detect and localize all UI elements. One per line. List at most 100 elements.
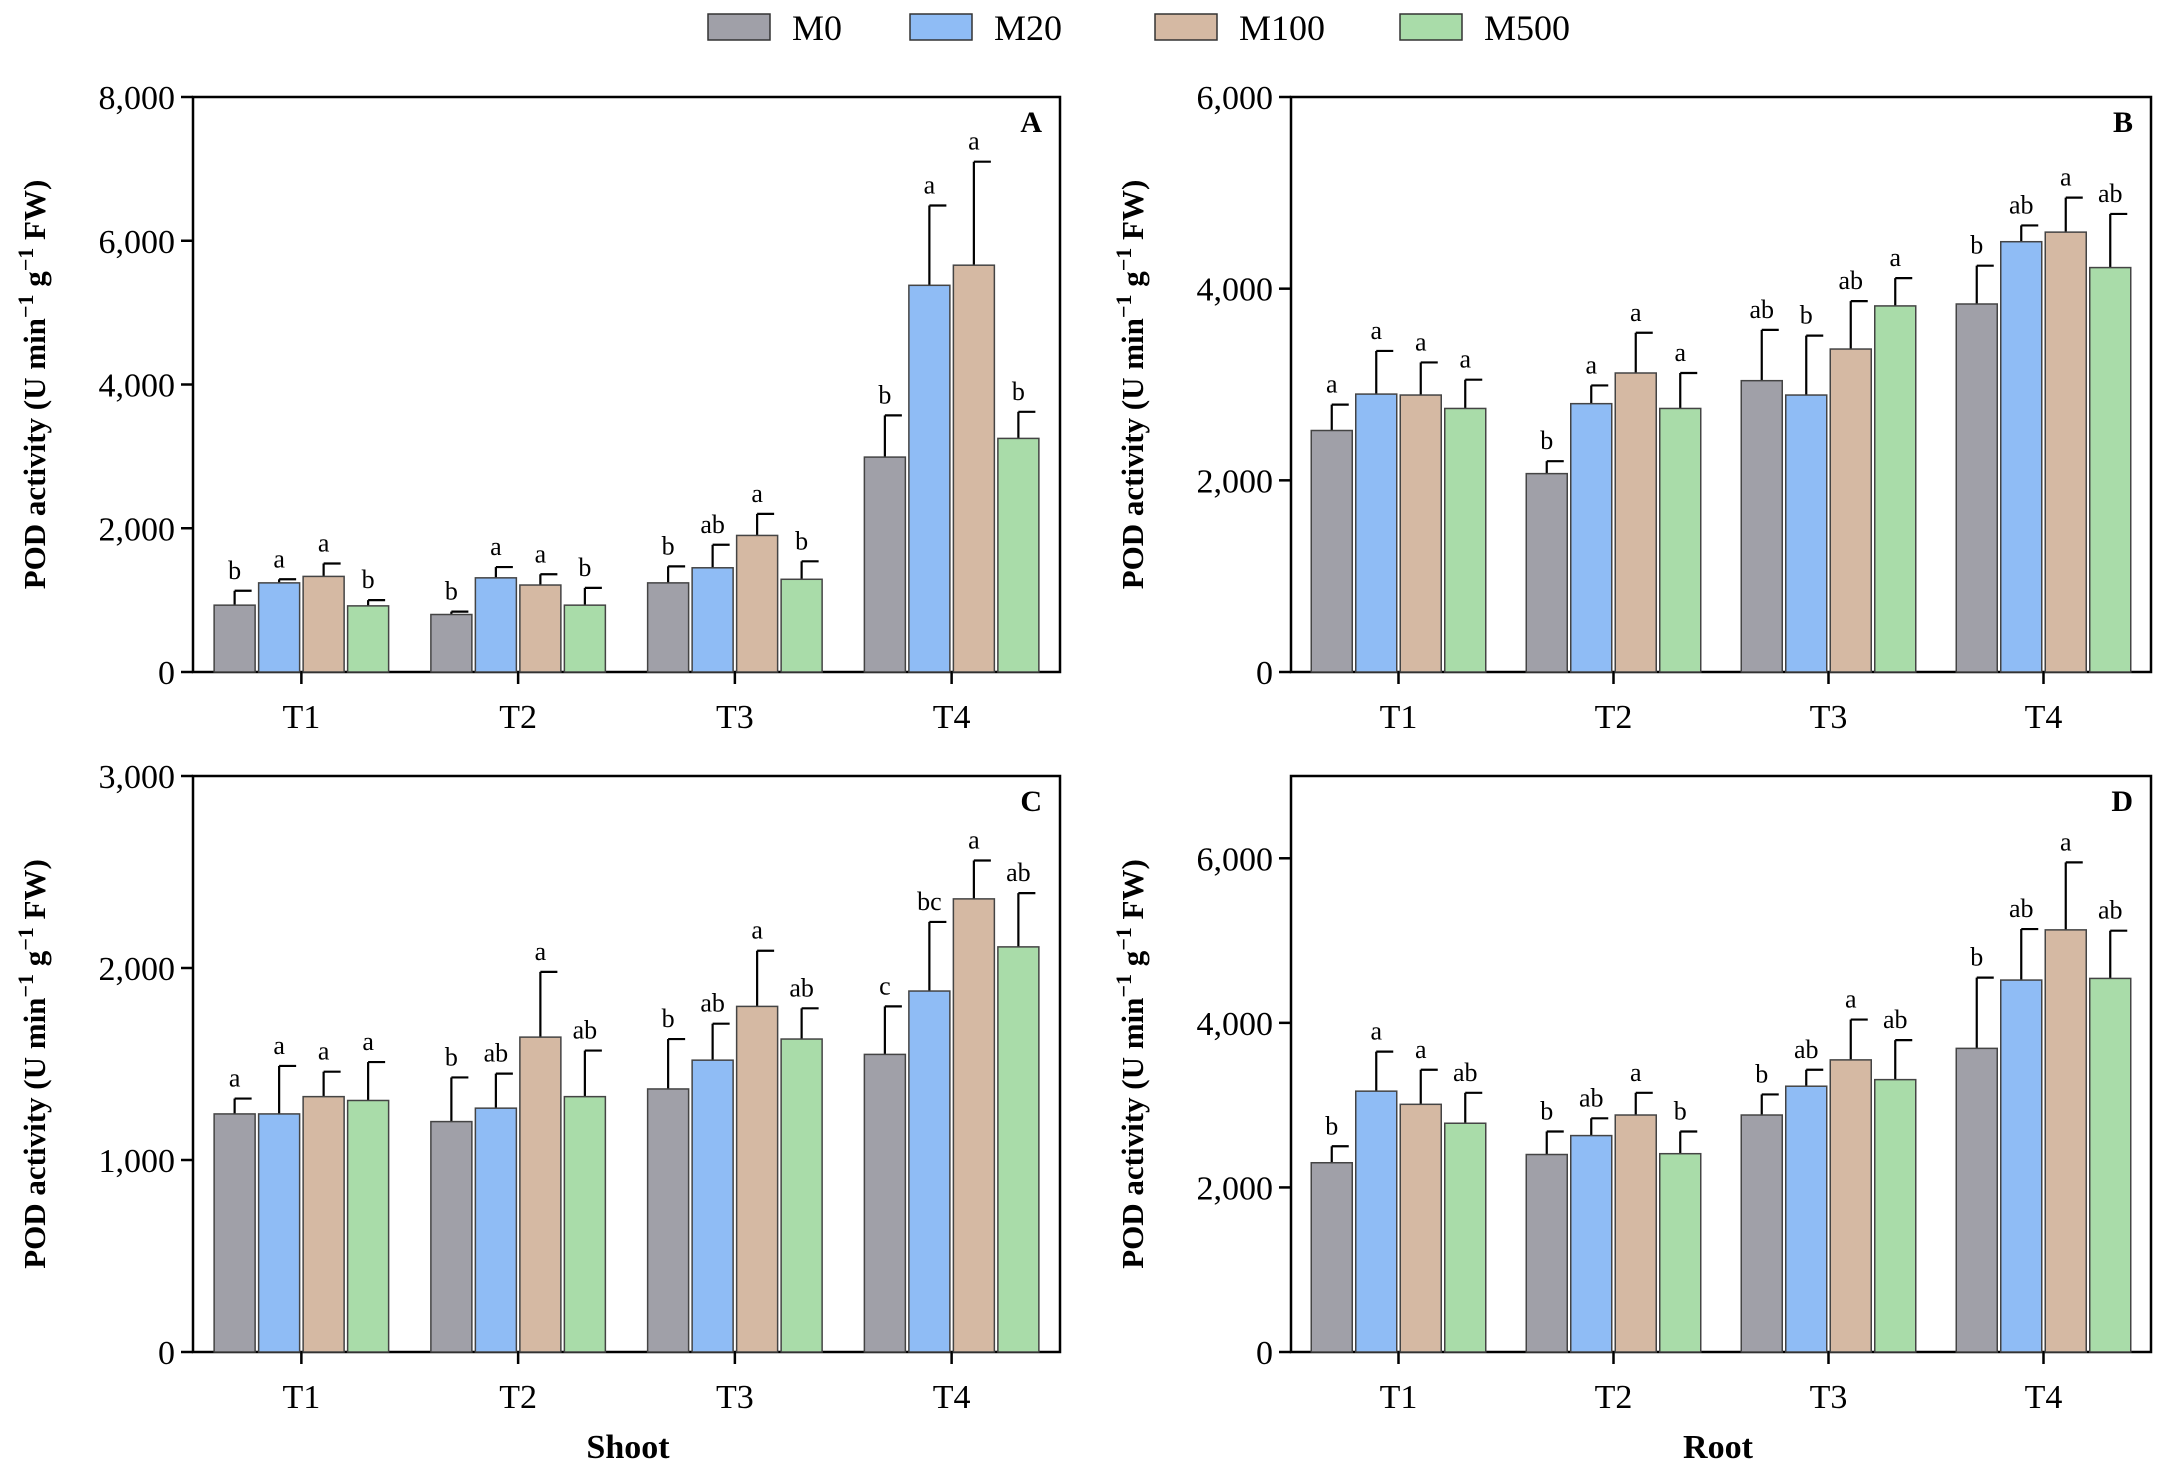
panel-b-ytick-label: 4,000 xyxy=(1197,272,1274,309)
panel-b-ytick-label: 0 xyxy=(1256,655,1273,692)
bar-d-t1-m500 xyxy=(1444,1122,1487,1353)
panel-a-ytick-label: 6,000 xyxy=(99,224,176,261)
sig-letter-b-t3-m0: ab xyxy=(1749,295,1774,324)
bar-d-t3-m20 xyxy=(1785,1085,1828,1353)
panel-a-ylabel-part: FW) xyxy=(17,180,52,248)
panel-c-ylabel-part: −1 xyxy=(13,974,38,998)
panel-a-xtick-label: T4 xyxy=(933,699,971,736)
bar-d-t1-m20 xyxy=(1355,1090,1398,1353)
sig-letter-d-t1-m500: ab xyxy=(1453,1058,1478,1087)
section-label-shoot: Shoot xyxy=(586,1429,670,1466)
bar-a-t4-m100 xyxy=(952,264,996,673)
bar-c-t1-m20 xyxy=(257,1113,301,1353)
sig-letter-c-t4-m20: bc xyxy=(917,887,942,916)
panel-b-ylabel: POD activity (U min−1 g−1 FW) xyxy=(1111,180,1150,590)
panel-b-xtick-label: T3 xyxy=(1810,699,1848,736)
bar-b-t1-m0 xyxy=(1310,429,1353,673)
bar-c-t2-m500 xyxy=(563,1095,607,1353)
bar-a-t2-m0 xyxy=(430,613,473,673)
bar-c-t1-m500 xyxy=(346,1099,390,1353)
sig-letter-d-t4-m100: a xyxy=(2060,827,2072,856)
panel-b-ylabel-part: −1 xyxy=(1111,248,1136,272)
panel-b-ytick-label: 2,000 xyxy=(1197,463,1274,500)
sig-letter-b-t3-m100: ab xyxy=(1838,266,1863,295)
sig-letter-d-t3-m100: a xyxy=(1845,985,1857,1014)
bar-c-t1-m100 xyxy=(302,1095,345,1353)
sig-letter-b-t1-m20: a xyxy=(1370,316,1382,345)
bar-d-t2-m500 xyxy=(1659,1152,1702,1353)
panel-a-xtick-label: T1 xyxy=(282,699,320,736)
bar-b-t1-m20 xyxy=(1355,393,1398,673)
sig-letter-b-t2-m500: a xyxy=(1674,338,1686,367)
panel-b-xtick-label: T4 xyxy=(2025,699,2063,736)
panel-c-xtick-label: T2 xyxy=(499,1379,537,1416)
legend-swatch-m20 xyxy=(909,13,973,41)
legend-swatch-m100 xyxy=(1154,13,1218,41)
sig-letter-c-t2-m500: ab xyxy=(573,1016,598,1045)
bar-d-t2-m20 xyxy=(1570,1134,1613,1353)
panel-b-ylabel-part: FW) xyxy=(1115,180,1150,248)
panel-d-ytick-label: 0 xyxy=(1256,1335,1273,1372)
bar-a-t3-m0 xyxy=(646,582,690,673)
panel-c-ytick-label: 0 xyxy=(158,1335,175,1372)
bar-b-t4-m20 xyxy=(2000,240,2043,673)
sig-letter-b-t4-m500: ab xyxy=(2098,179,2123,208)
sig-letter-b-t1-m100: a xyxy=(1415,327,1427,356)
sig-letter-a-t2-m0: b xyxy=(445,577,458,606)
bar-a-t3-m20 xyxy=(691,567,734,673)
sig-letter-a-t1-m500: b xyxy=(362,565,375,594)
sig-letter-b-t2-m20: a xyxy=(1585,350,1597,379)
bar-a-t2-m100 xyxy=(519,584,562,673)
bar-d-t2-m0 xyxy=(1525,1153,1568,1353)
panel-c-letter: C xyxy=(1020,785,1042,818)
bar-b-t2-m20 xyxy=(1570,402,1613,673)
section-label-root: Root xyxy=(1683,1429,1754,1466)
sig-letter-a-t4-m0: b xyxy=(878,380,891,409)
bar-a-t4-m500 xyxy=(997,437,1040,673)
sig-letter-a-t3-m100: a xyxy=(751,479,763,508)
panel-a-ytick-label: 4,000 xyxy=(99,368,176,405)
panel-b-ytick-label: 6,000 xyxy=(1197,80,1274,117)
panel-b-letter: B xyxy=(2113,106,2133,139)
sig-letter-c-t1-m500: a xyxy=(362,1027,374,1056)
sig-letter-d-t1-m100: a xyxy=(1415,1035,1427,1064)
sig-letter-a-t3-m20: ab xyxy=(700,510,725,539)
panel-c-xtick-label: T1 xyxy=(282,1379,320,1416)
sig-letter-b-t1-m0: a xyxy=(1326,370,1338,399)
bar-a-t4-m20 xyxy=(908,284,951,673)
bar-b-t4-m100 xyxy=(2044,231,2087,673)
bar-c-t4-m20 xyxy=(908,990,951,1353)
bar-c-t4-m0 xyxy=(863,1053,907,1353)
sig-letter-d-t4-m0: b xyxy=(1970,943,1983,972)
bar-b-t3-m100 xyxy=(1829,348,1872,673)
panel-a-ylabel-part: −1 xyxy=(13,295,38,319)
bar-c-t2-m0 xyxy=(430,1120,473,1353)
panel-a-ytick-label: 2,000 xyxy=(99,511,176,548)
panel-c-ylabel: POD activity (U min−1 g−1 FW) xyxy=(13,859,52,1269)
bar-c-t3-m500 xyxy=(780,1038,823,1353)
bar-a-t1-m100 xyxy=(302,575,345,673)
bar-a-t1-m500 xyxy=(346,605,390,673)
sig-letter-d-t2-m100: a xyxy=(1630,1058,1642,1087)
panels: 0 2,000 4,000 6,000 8,000 POD activity (U min… xyxy=(13,80,2153,1416)
sig-letter-b-t1-m500: a xyxy=(1459,345,1471,374)
bar-a-t2-m20 xyxy=(474,577,518,673)
panel-c-ylabel-part: FW) xyxy=(17,859,52,927)
legend-label-m100: M100 xyxy=(1239,8,1325,48)
panel-d-xtick-label: T4 xyxy=(2025,1379,2063,1416)
bar-b-t3-m0 xyxy=(1740,379,1783,673)
sig-letter-b-t2-m100: a xyxy=(1630,298,1642,327)
sig-letter-c-t1-m20: a xyxy=(273,1031,285,1060)
bar-a-t1-m20 xyxy=(257,582,301,673)
panel-a: 0 2,000 4,000 6,000 8,000 POD activity (U min… xyxy=(13,80,1062,736)
panel-b-ylabel-part: POD activity (U min xyxy=(1115,318,1150,589)
panel-c-ylabel-part: POD activity (U min xyxy=(17,998,52,1269)
panel-d-frame xyxy=(1289,774,2153,1354)
panel-a-letter: A xyxy=(1020,106,1042,139)
sig-letter-d-t3-m500: ab xyxy=(1883,1005,1908,1034)
bar-d-t3-m100 xyxy=(1829,1059,1872,1353)
bar-b-t4-m0 xyxy=(1955,303,1998,673)
